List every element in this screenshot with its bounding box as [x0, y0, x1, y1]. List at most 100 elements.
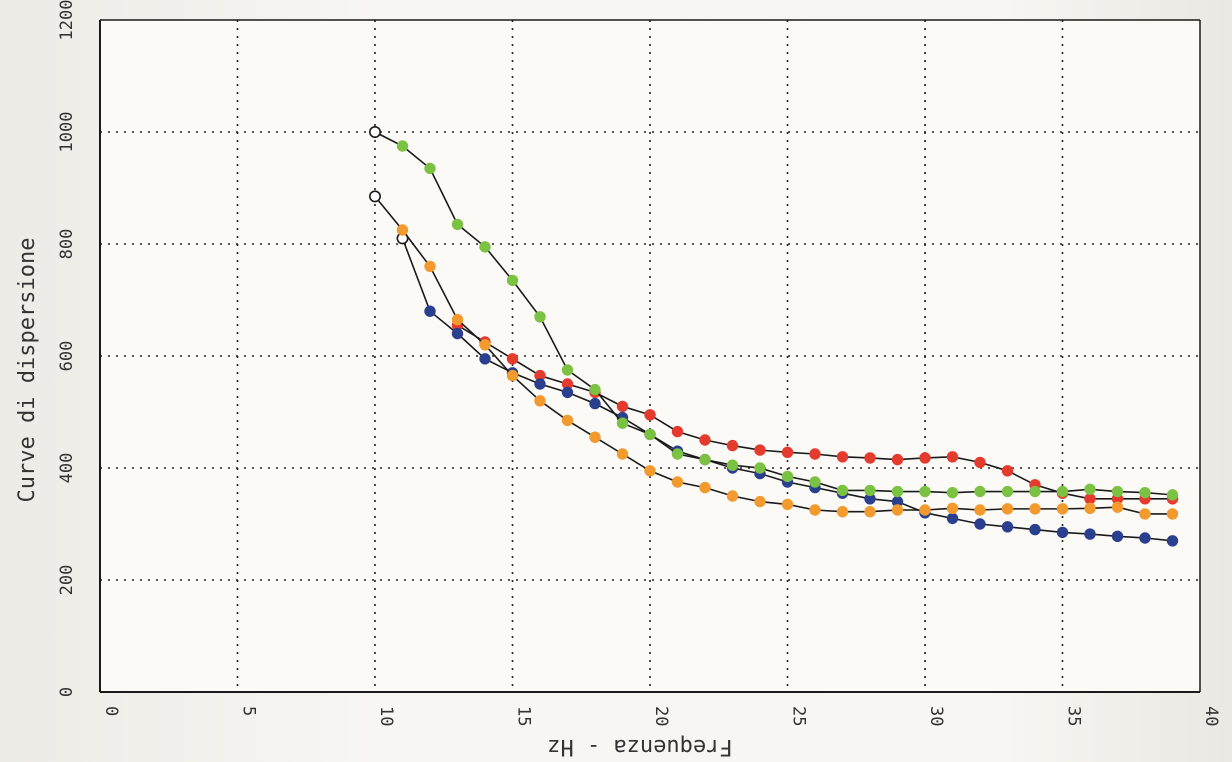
x-tick-label: 5 — [239, 706, 259, 716]
data-point — [534, 378, 546, 390]
data-point — [368, 126, 381, 139]
data-point — [1139, 532, 1151, 544]
data-point — [671, 448, 684, 460]
data-point — [726, 459, 739, 471]
y-tick-label: 800 — [57, 229, 77, 260]
data-point — [864, 505, 876, 518]
data-point — [396, 140, 409, 152]
data-point — [946, 502, 959, 515]
data-point — [974, 518, 986, 530]
data-point — [1084, 493, 1096, 505]
y-tick-label: 1000 — [57, 112, 77, 153]
data-point — [396, 224, 409, 236]
y-tick-label: 0 — [57, 687, 77, 697]
x-tick-label: 25 — [789, 706, 809, 726]
data-point — [754, 462, 766, 474]
data-point — [919, 504, 931, 516]
data-point — [836, 484, 849, 497]
x-tick-label: 30 — [926, 706, 946, 726]
x-tick-label: 20 — [651, 706, 671, 726]
data-point — [1166, 535, 1179, 547]
x-axis-label: Frequenza - Hz — [547, 734, 732, 759]
data-point — [616, 417, 629, 429]
data-point — [644, 428, 656, 441]
data-point — [699, 481, 711, 494]
data-point — [809, 448, 821, 460]
data-point — [754, 495, 766, 508]
data-point — [561, 364, 574, 376]
y-axis-label: Curve di dispersione — [15, 238, 40, 503]
data-point — [451, 327, 464, 340]
y-tick-label: 1200 — [57, 0, 77, 40]
data-point — [561, 386, 574, 399]
data-point — [424, 305, 436, 317]
data-point — [451, 313, 464, 326]
data-point — [451, 218, 464, 231]
y-tick-label: 200 — [57, 565, 77, 596]
data-point — [424, 260, 436, 273]
data-point — [1084, 502, 1096, 515]
data-point — [946, 512, 959, 525]
data-point — [781, 446, 794, 459]
data-point — [1056, 503, 1069, 515]
data-point — [1001, 485, 1014, 498]
data-point — [919, 485, 931, 498]
y-tick-label: 400 — [57, 453, 77, 484]
data-point — [1111, 485, 1124, 498]
data-point — [1001, 503, 1014, 515]
data-point — [809, 476, 821, 488]
x-tick-label: 0 — [101, 706, 121, 716]
data-point — [1029, 503, 1041, 515]
data-point — [1056, 526, 1069, 539]
data-point — [1111, 530, 1124, 543]
data-point — [809, 504, 821, 516]
x-tick-label: 40 — [1201, 706, 1221, 726]
y-tick-label: 600 — [57, 341, 77, 372]
data-point — [974, 456, 986, 469]
x-tick-label: 15 — [514, 706, 534, 726]
data-point — [726, 439, 739, 452]
data-point — [644, 465, 656, 477]
data-point — [1056, 485, 1069, 498]
x-tick-label: 35 — [1064, 706, 1084, 726]
data-point — [1111, 501, 1124, 513]
data-point — [534, 395, 546, 407]
data-point — [891, 485, 904, 498]
data-point — [974, 485, 986, 498]
data-point — [589, 431, 601, 443]
series-group — [368, 126, 1179, 547]
data-point — [891, 453, 904, 466]
data-point — [1084, 483, 1096, 495]
data-point — [479, 339, 491, 351]
data-point — [616, 448, 629, 460]
data-point — [1001, 521, 1014, 533]
data-point — [974, 504, 986, 516]
data-point — [836, 505, 849, 518]
data-point — [781, 470, 794, 483]
data-point — [1166, 489, 1179, 501]
data-point — [424, 162, 436, 175]
data-point — [891, 504, 904, 516]
data-point — [946, 451, 959, 463]
data-point — [919, 452, 931, 464]
data-point — [589, 397, 601, 410]
data-point — [1029, 485, 1041, 498]
data-point — [1139, 486, 1151, 499]
data-point — [781, 498, 794, 511]
data-point — [671, 476, 684, 488]
data-point — [644, 409, 656, 421]
data-point — [368, 190, 381, 203]
data-point — [836, 451, 849, 463]
data-point — [479, 353, 491, 365]
data-point — [506, 353, 519, 365]
data-point — [671, 425, 684, 438]
data-point — [946, 486, 959, 499]
data-point — [726, 490, 739, 502]
data-point — [1029, 523, 1041, 536]
data-point — [864, 484, 876, 497]
data-point — [1001, 465, 1014, 477]
data-point — [1139, 508, 1151, 520]
